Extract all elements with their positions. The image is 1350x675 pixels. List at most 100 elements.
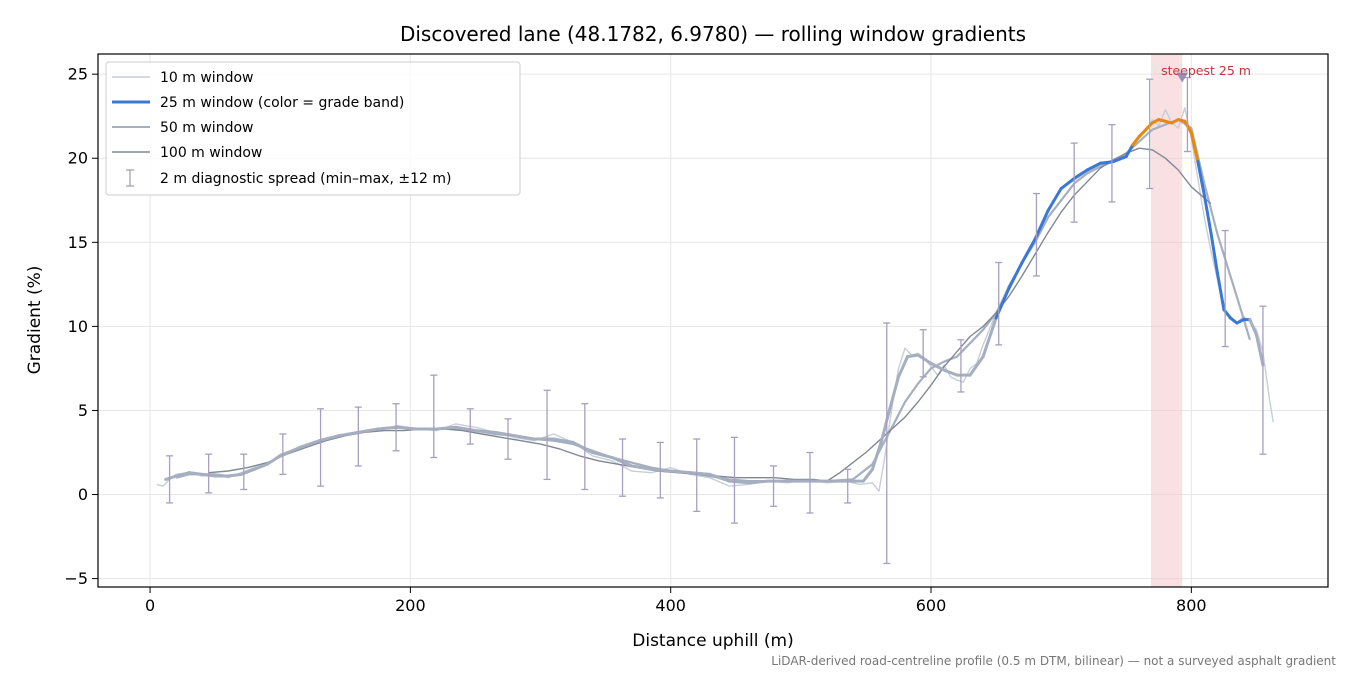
errorbar [317, 408, 325, 487]
errorbar [279, 433, 287, 475]
series-lines [156, 107, 1274, 492]
series-25m-segment [870, 439, 884, 471]
series-25m-segment [747, 479, 770, 485]
series-25m-segment [1248, 318, 1258, 337]
series-25m-segment [473, 429, 497, 434]
series-25m-segment [1196, 160, 1206, 197]
x-tick-label: 600 [916, 596, 947, 615]
legend: 10 m window 25 m window (color = grade b… [105, 61, 521, 196]
series-25m-segment [610, 456, 634, 468]
errorbar [1108, 123, 1116, 203]
footnote: LiDAR-derived road-centreline profile (0… [771, 654, 1336, 668]
errorbar [205, 453, 213, 494]
series-25m-segment [1098, 160, 1115, 165]
series-25m-segment [454, 425, 477, 433]
y-tick-label: 25 [68, 65, 88, 84]
series-25m-segment [942, 368, 959, 377]
series-25m-segment [1144, 121, 1154, 132]
series-25m-segment [513, 434, 536, 441]
series-25m-segment [337, 430, 360, 438]
errorbar [730, 436, 738, 524]
errorbar [770, 465, 778, 507]
errorbar [392, 403, 400, 452]
series-25m-segment [571, 440, 595, 454]
series-25m-segment [906, 353, 920, 359]
errorbar [619, 438, 627, 497]
series-25m-segment [688, 471, 712, 476]
errorbar [806, 451, 814, 514]
errorbar [240, 453, 248, 491]
series-25m-segment [252, 462, 269, 471]
series-25m-segment [1072, 168, 1089, 180]
series-25m-segment [164, 474, 178, 481]
errorbar [844, 468, 852, 504]
series-25m-segment [187, 471, 204, 476]
series-25m-segment [298, 439, 321, 449]
legend-label-25m: 25 m window (color = grade band) [160, 95, 404, 111]
steepest-marker [1176, 72, 1189, 83]
series-25m-segment [226, 472, 243, 478]
y-tick-label: 15 [68, 233, 88, 252]
series-25m-segment [395, 425, 419, 431]
steepest-label: steepest 25 m [1161, 63, 1251, 78]
series-25m-segment [591, 450, 614, 460]
plot-frame [97, 53, 1329, 588]
series-25m-segment [861, 467, 874, 483]
legend-label-100m: 100 m window [160, 145, 262, 161]
series-25m-segment [1131, 134, 1141, 147]
series-25m-segment [916, 353, 933, 365]
series-100m-line [208, 147, 1212, 482]
errorbar [1070, 142, 1078, 223]
errorbars [166, 76, 1267, 565]
series-25m-segment [1124, 143, 1135, 159]
series-25m-segment [887, 375, 900, 412]
errorbar [693, 438, 701, 512]
series-25m-segment [669, 469, 692, 475]
series-25m-segment [1033, 208, 1050, 241]
series-25m-segment [376, 425, 399, 431]
annotations: steepest 25 m [1161, 63, 1251, 83]
legend-label-errorbar: 2 m diagnostic spread (min–max, ±12 m) [160, 171, 451, 187]
series-25m-segment [708, 472, 731, 483]
series-25m-segment [630, 464, 653, 471]
series-25m-segment [968, 355, 985, 377]
series-25m-segment [1215, 271, 1226, 312]
series-25m-segment [1059, 176, 1076, 191]
errorbar [430, 374, 438, 459]
errorbar [656, 441, 664, 499]
legend-label-10m: 10 m window [160, 70, 253, 86]
y-tick-label: 10 [68, 317, 88, 336]
series-25m-segment [1137, 128, 1148, 138]
x-tick-label: 0 [145, 596, 155, 615]
x-axis-label: Distance uphill (m) [632, 631, 793, 651]
chart-title: Discovered lane (48.1782, 6.9780) — roll… [400, 22, 1026, 46]
series-25m-segment [929, 361, 946, 372]
axis-ticks: 0 200 400 600 800 −5 0 5 10 15 20 25 [64, 65, 1206, 615]
errorbar [354, 406, 362, 467]
errorbar [1221, 229, 1229, 348]
series-25m-segment [981, 316, 998, 359]
series-25m-segment [1085, 161, 1102, 172]
series-25m-segment [265, 454, 282, 466]
errorbar [543, 389, 551, 481]
steepest-band [1150, 54, 1183, 587]
series-25m-segment [880, 408, 891, 443]
legend-swatch-errorbar [126, 169, 134, 187]
y-tick-label: 20 [68, 149, 88, 168]
y-tick-label: −5 [64, 569, 88, 588]
y-tick-label: 0 [78, 485, 88, 504]
series-25m-segment [278, 445, 302, 458]
series-25m-segment [1189, 131, 1200, 164]
series-25m-segment [552, 437, 575, 444]
series-25m-segment [1209, 230, 1219, 275]
series-25m-segment [1007, 260, 1024, 290]
errorbar [919, 329, 927, 378]
series-25m-segment [1020, 237, 1037, 264]
x-tick-label: 800 [1176, 596, 1207, 615]
y-tick-label: 5 [78, 401, 88, 420]
errorbar [1032, 192, 1040, 277]
series-25m-segment [356, 427, 380, 434]
series-25m-segment [649, 467, 673, 473]
legend-box [105, 61, 521, 196]
